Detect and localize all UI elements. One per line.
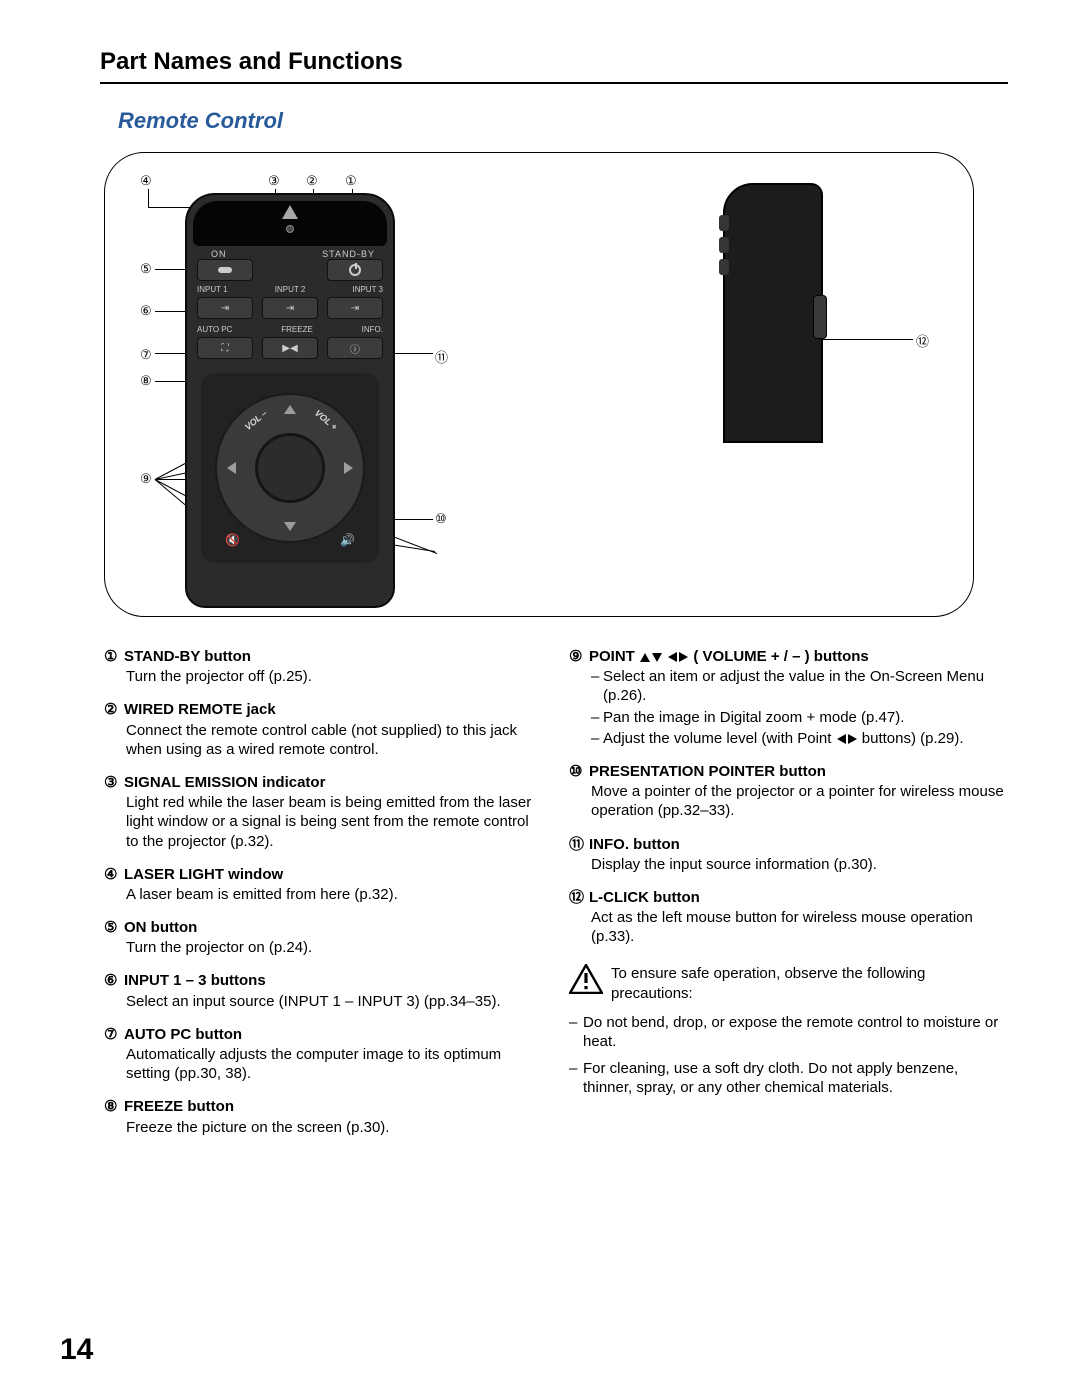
callout-7: ⑦ — [140, 347, 152, 363]
input3-label: INPUT 3 — [352, 285, 383, 294]
callout-10: ⑩ — [435, 511, 447, 527]
remote-diagram: ① ② ③ ④ ⑤ ⑥ ⑦ ⑧ ⑨ ⑪ ⑩ ⑫ ON STAND-BY — [104, 152, 974, 617]
mute-icon: 🔇 — [225, 533, 240, 547]
pointer-button — [255, 433, 325, 503]
callout-6: ⑥ — [140, 303, 152, 319]
speaker-icon: 🔊 — [340, 533, 355, 547]
warning-icon — [569, 964, 603, 994]
info-label: INFO. — [362, 325, 383, 334]
item-9-sub: Select an item or adjust the value in th… — [591, 667, 1008, 705]
item-9: ⑨POINT ( VOLUME + / – ) buttons Select a… — [569, 647, 1008, 748]
item: ③SIGNAL EMISSION indicatorLight red whil… — [104, 773, 543, 851]
callout-9: ⑨ — [140, 471, 152, 487]
item: ⑩PRESENTATION POINTER buttonMove a point… — [569, 762, 1008, 821]
standby-button — [327, 259, 383, 281]
item-9-sub: Pan the image in Digital zoom + mode (p.… — [591, 708, 1008, 727]
lclick-button — [813, 295, 827, 339]
input3-button: ⇥ — [327, 297, 383, 319]
callout-3: ③ — [268, 173, 280, 189]
item: ⑤ON buttonTurn the projector on (p.24). — [104, 918, 543, 957]
left-column: ①STAND-BY buttonTurn the projector off (… — [104, 647, 543, 1151]
info-button: ⓘ — [327, 337, 383, 359]
item-9-num: ⑨ — [569, 648, 589, 667]
item: ⑥INPUT 1 – 3 buttonsSelect an input sour… — [104, 971, 543, 1010]
freeze-label: FREEZE — [281, 325, 313, 334]
item: ①STAND-BY buttonTurn the projector off (… — [104, 647, 543, 686]
vol-minus-label: VOL – — [243, 408, 269, 432]
remote-side — [723, 183, 823, 443]
input1-button: ⇥ — [197, 297, 253, 319]
right-column: ⑨POINT ( VOLUME + / – ) buttons Select a… — [569, 647, 1008, 1151]
freeze-button: ▶◀ — [262, 337, 318, 359]
input2-label: INPUT 2 — [275, 285, 306, 294]
callout-8: ⑧ — [140, 373, 152, 389]
item-9-sub: Adjust the volume level (with Point butt… — [591, 729, 1008, 748]
item: ④LASER LIGHT windowA laser beam is emitt… — [104, 865, 543, 904]
precaution-item: For cleaning, use a soft dry cloth. Do n… — [569, 1059, 1008, 1097]
section-title: Part Names and Functions — [100, 48, 1008, 84]
item: ⑧FREEZE buttonFreeze the picture on the … — [104, 1097, 543, 1136]
warning-text: To ensure safe operation, observe the fo… — [611, 964, 1008, 1002]
item: ⑦AUTO PC buttonAutomatically adjusts the… — [104, 1025, 543, 1084]
callout-4: ④ — [140, 173, 152, 189]
item-9-head-a: POINT — [589, 648, 639, 665]
on-button — [197, 259, 253, 281]
laser-warning-icon — [282, 205, 298, 219]
autopc-button: ⛶ — [197, 337, 253, 359]
vol-plus-label: VOL + — [313, 408, 339, 432]
callout-5: ⑤ — [140, 261, 152, 277]
callout-11: ⑪ — [435, 347, 448, 366]
item: ⑪INFO. buttonDisplay the input source in… — [569, 835, 1008, 874]
item-9-head-b: ( VOLUME + / – ) buttons — [689, 648, 869, 665]
callout-1: ① — [345, 173, 357, 189]
callout-2: ② — [306, 173, 318, 189]
warning-row: To ensure safe operation, observe the fo… — [569, 964, 1008, 1002]
item: ⑫L-CLICK buttonAct as the left mouse but… — [569, 888, 1008, 947]
page-number: 14 — [60, 1333, 93, 1367]
precaution-item: Do not bend, drop, or expose the remote … — [569, 1013, 1008, 1051]
subtitle: Remote Control — [118, 108, 1008, 134]
callout-12: ⑫ — [916, 331, 929, 350]
standby-label: STAND-BY — [322, 249, 375, 259]
input2-button: ⇥ — [262, 297, 318, 319]
item: ②WIRED REMOTE jackConnect the remote con… — [104, 700, 543, 759]
precautions-list: Do not bend, drop, or expose the remote … — [569, 1013, 1008, 1098]
point-dpad: VOL – VOL + — [215, 393, 365, 543]
remote-front: ON STAND-BY INPUT 1 INPUT 2 INPUT 3 ⇥ ⇥ … — [185, 193, 395, 608]
autopc-label: AUTO PC — [197, 325, 232, 334]
signal-indicator-icon — [286, 225, 294, 233]
on-label: ON — [211, 249, 227, 259]
input1-label: INPUT 1 — [197, 285, 228, 294]
